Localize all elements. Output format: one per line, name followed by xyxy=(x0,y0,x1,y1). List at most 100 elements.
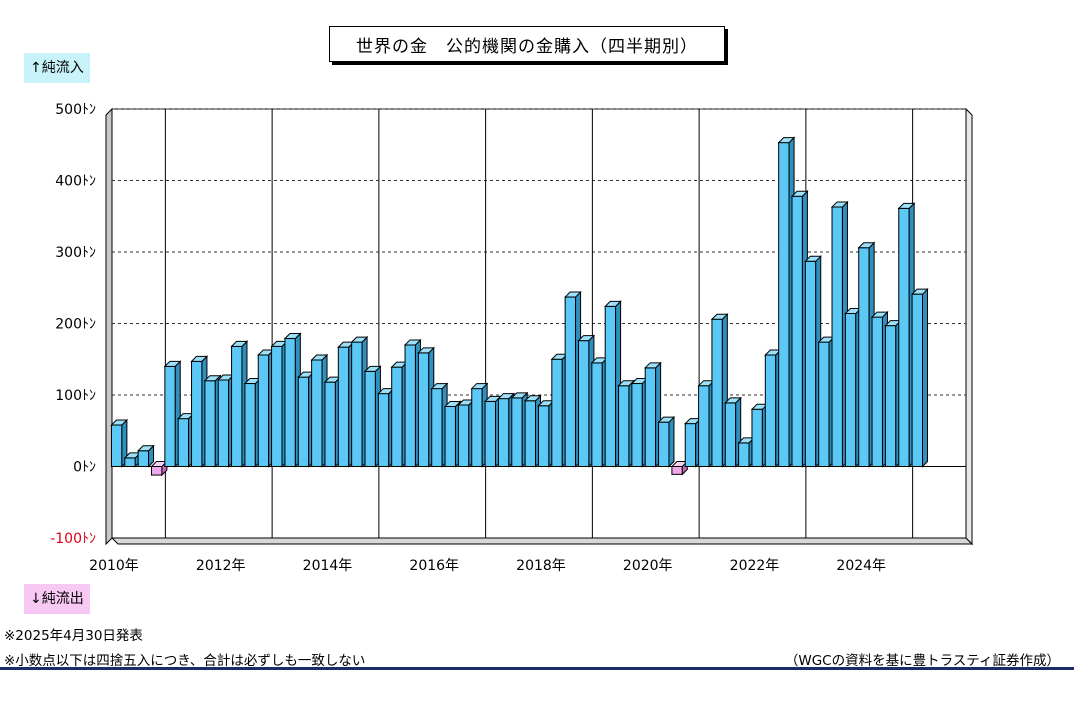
bar-top xyxy=(230,340,249,347)
bar-face xyxy=(524,400,537,467)
x-year-label: 2012年 xyxy=(196,558,246,574)
bar-face xyxy=(844,312,857,467)
bar-top xyxy=(777,137,796,144)
bar-face xyxy=(818,341,830,467)
bar-face xyxy=(497,398,510,468)
bar-face xyxy=(271,345,283,468)
bar-face xyxy=(404,344,416,468)
bars xyxy=(110,136,929,477)
bar-face xyxy=(284,338,296,468)
bar-top xyxy=(203,375,222,382)
bar-face xyxy=(191,360,203,467)
bar-face xyxy=(884,325,897,467)
bar-face xyxy=(738,442,750,467)
bar-face xyxy=(164,365,176,467)
bar-face xyxy=(618,385,630,467)
plot-left-wall xyxy=(105,107,113,546)
bar-face xyxy=(751,408,763,467)
y-tick-label: 400ﾄﾝ xyxy=(55,174,96,190)
bar-face xyxy=(391,366,403,467)
bar-top xyxy=(830,201,849,208)
bar-face xyxy=(471,388,483,467)
bar-face xyxy=(337,346,350,467)
bar-face xyxy=(858,247,870,467)
bar-face xyxy=(177,418,190,467)
bar-top xyxy=(350,336,369,343)
plot-floor xyxy=(110,537,974,545)
bar-top xyxy=(403,339,422,346)
chart-title: 世界の金 公的機関の金購入（四半期別） xyxy=(329,26,725,62)
bar-top xyxy=(910,288,929,295)
bar-face xyxy=(698,385,710,467)
bar-face xyxy=(124,457,136,468)
net-inflow-label: ↑純流入 xyxy=(24,53,90,83)
bar-top xyxy=(283,333,302,340)
bar xyxy=(136,444,155,468)
bar-face xyxy=(231,345,243,468)
bar-face xyxy=(511,397,523,467)
bar-face xyxy=(898,207,910,467)
bar-top xyxy=(790,190,809,197)
bar-face xyxy=(150,466,163,476)
x-year-label: 2020年 xyxy=(623,558,673,574)
bar-top xyxy=(136,445,155,452)
bar-face xyxy=(324,381,336,468)
bar-face xyxy=(911,293,924,467)
bar-face xyxy=(257,354,270,467)
x-year-label: 2018年 xyxy=(516,558,566,574)
bar-face xyxy=(564,296,577,468)
bar-top xyxy=(617,380,636,387)
x-year-label: 2016年 xyxy=(409,558,459,574)
bar-face xyxy=(204,380,216,468)
bar-top xyxy=(190,355,209,362)
rounding-note: ※小数点以下は四捨五入につき、合計は必ずしも一致しない xyxy=(4,653,366,669)
bar-face xyxy=(604,305,617,467)
bar-face xyxy=(644,367,657,467)
bar-top xyxy=(603,300,622,307)
bar-top xyxy=(310,354,329,361)
bar-top xyxy=(870,311,889,318)
bar-top xyxy=(657,416,676,423)
bar-top xyxy=(430,383,449,390)
bar-face xyxy=(671,466,683,475)
bar-top xyxy=(857,242,876,249)
footer-rule xyxy=(0,667,1074,670)
bar-face xyxy=(551,358,563,467)
bar-face xyxy=(764,354,777,467)
bar-top xyxy=(163,360,182,367)
bar-face xyxy=(591,362,603,468)
y-tick-label: 500ﾄﾝ xyxy=(55,102,96,118)
bar xyxy=(910,287,929,468)
bar-face xyxy=(417,352,430,467)
bar xyxy=(657,415,676,468)
bar-face xyxy=(457,404,470,468)
bar-top xyxy=(470,383,489,390)
bar-face xyxy=(778,142,790,467)
bar-face xyxy=(311,359,323,467)
bar-face xyxy=(431,388,443,467)
x-year-label: 2022年 xyxy=(730,558,780,574)
bar-top xyxy=(710,313,729,320)
bar-face xyxy=(351,341,363,467)
bar-face xyxy=(791,195,803,467)
bar-face xyxy=(871,316,883,467)
y-tick-label: 200ﾄﾝ xyxy=(55,317,96,333)
bar-top xyxy=(497,393,516,400)
bar-top xyxy=(510,392,529,399)
x-axis-year-labels: 2010年 2012年 2014年 2016年 2018年 2020年 2022年 2024年 xyxy=(89,558,886,574)
bar-top xyxy=(110,419,129,426)
y-tick-label: 0ﾄﾝ xyxy=(73,460,96,476)
bar-face xyxy=(484,400,497,467)
bar-top xyxy=(443,400,462,407)
bar-top xyxy=(644,362,662,369)
bar xyxy=(710,313,729,468)
y-tick-label: 100ﾄﾝ xyxy=(55,388,96,404)
bar-top xyxy=(417,347,435,354)
bar-face xyxy=(831,206,843,468)
y-axis-ticks: 500ﾄﾝ 400ﾄﾝ 300ﾄﾝ 200ﾄﾝ 100ﾄﾝ 0ﾄﾝ -100ﾄﾝ xyxy=(50,102,96,547)
bar-face xyxy=(137,450,150,467)
plot-right-wall xyxy=(965,107,973,546)
bar-face xyxy=(724,402,737,467)
bar-face xyxy=(110,424,123,467)
